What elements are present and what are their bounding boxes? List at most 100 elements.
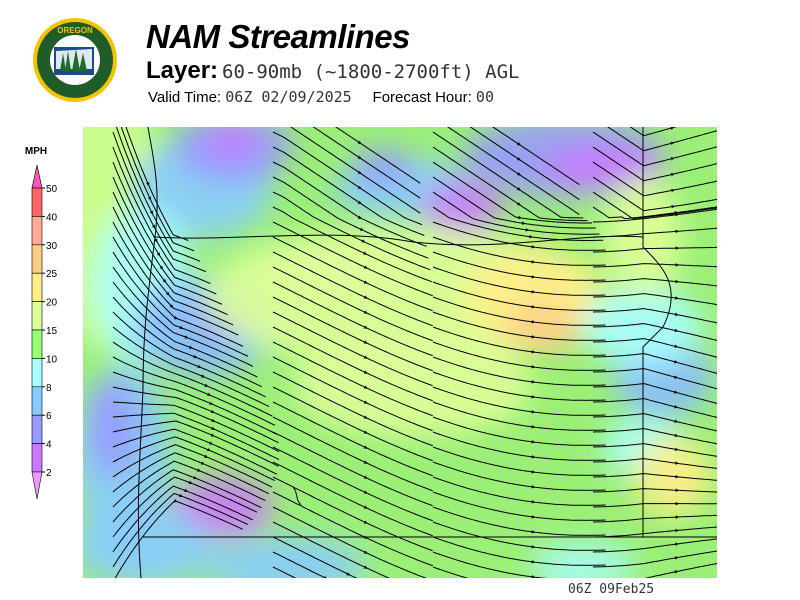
streamline — [432, 281, 606, 311]
streamline-arrow — [531, 470, 536, 474]
streamline-arrow — [201, 374, 206, 378]
streamline-arrow — [671, 204, 676, 209]
streamline — [272, 506, 427, 578]
legend-band — [31, 187, 43, 217]
streamline-arrow — [154, 238, 158, 243]
streamline-arrow — [674, 390, 678, 394]
streamline — [112, 221, 239, 336]
streamline — [272, 221, 433, 297]
streamline — [112, 176, 223, 305]
streamline — [432, 476, 606, 506]
streamline-arrow — [363, 460, 368, 464]
valid-time-value: 06Z 02/09/2025 — [225, 88, 352, 106]
legend-level-label: 2 — [46, 468, 52, 479]
streamline — [272, 446, 433, 522]
streamline-arrow — [531, 410, 536, 414]
streamline — [432, 566, 469, 578]
streamline — [112, 311, 266, 398]
streamline — [592, 263, 717, 268]
streamline — [432, 266, 606, 296]
streamline — [112, 326, 270, 408]
legend-below-arrow — [31, 471, 43, 500]
streamline — [112, 420, 279, 467]
streamline — [432, 386, 606, 416]
streamline-arrow — [363, 565, 368, 569]
legend-level-label: 30 — [46, 241, 58, 252]
streamline-arrow — [671, 188, 676, 193]
border-line — [137, 127, 158, 578]
streamline-arrow — [363, 370, 368, 374]
valid-time-info: Valid Time: 06Z 02/09/2025 Forecast Hour… — [148, 88, 494, 106]
streamline — [114, 500, 243, 578]
streamline-arrow — [518, 215, 522, 220]
streamline — [272, 461, 433, 537]
streamline-arrow — [193, 354, 198, 359]
streamline-arrow — [675, 296, 679, 300]
streamline — [644, 563, 717, 578]
streamline — [432, 311, 606, 341]
streamline — [432, 221, 606, 251]
legend-band — [31, 358, 43, 388]
page-title: NAM Streamlines — [146, 18, 410, 55]
streamline-arrow — [531, 335, 536, 339]
streamline-arrow — [156, 252, 161, 257]
streamline-arrow — [363, 355, 368, 359]
streamline — [432, 131, 584, 219]
streamline-arrow — [675, 461, 679, 465]
streamline — [432, 401, 606, 431]
streamline-arrow — [531, 485, 536, 489]
streamline — [447, 127, 580, 216]
streamline-arrow — [173, 499, 178, 503]
streamline-arrow — [531, 530, 536, 534]
border-line — [154, 234, 644, 246]
streamline-arrow — [363, 445, 368, 449]
streamline-arrow — [674, 433, 679, 438]
streamline — [592, 413, 717, 432]
legend-level-label: 6 — [46, 411, 52, 422]
streamline — [592, 443, 717, 457]
streamline-arrow — [179, 325, 184, 329]
streamline-arrow — [211, 426, 216, 430]
streamline — [272, 521, 390, 578]
streamline-arrow — [363, 265, 368, 269]
streamline-arrow — [675, 542, 679, 546]
streamline — [272, 551, 327, 578]
streamline — [469, 127, 580, 201]
streamline-arrow — [675, 246, 680, 250]
streamline — [432, 521, 606, 551]
streamline-arrow — [531, 320, 536, 324]
streamline-arrow — [363, 400, 368, 404]
streamline — [112, 386, 279, 444]
streamline — [272, 176, 429, 259]
streamline-arrow — [165, 291, 170, 296]
streamline-arrow — [363, 490, 368, 494]
streamline-arrow — [516, 202, 521, 206]
legend-band — [31, 244, 43, 274]
streamline-arrow — [147, 196, 152, 201]
streamline — [592, 338, 717, 358]
streamline-arrow — [209, 401, 214, 405]
streamline-arrow — [149, 210, 153, 215]
streamline-arrow — [674, 419, 679, 423]
layer-label: Layer: — [146, 57, 219, 84]
streamline-arrow — [531, 500, 536, 504]
streamline-arrow — [531, 395, 536, 399]
streamline-arrow — [159, 265, 164, 270]
border-line — [292, 486, 302, 506]
streamline-arrow — [363, 520, 368, 524]
streamline — [272, 281, 433, 357]
streamline-arrow — [174, 316, 179, 320]
streamline-arrow — [531, 245, 536, 249]
streamline — [592, 227, 717, 238]
svg-text:OREGON: OREGON — [57, 26, 93, 35]
streamline-arrow — [675, 213, 680, 217]
streamline — [432, 506, 606, 536]
streamline-arrow — [211, 418, 216, 422]
streamline-arrow — [184, 488, 189, 493]
streamline — [592, 398, 717, 418]
streamline — [112, 412, 280, 461]
streamline-arrow — [531, 275, 536, 279]
streamline — [592, 368, 717, 390]
streamline-arrow — [521, 221, 526, 225]
streamline — [592, 131, 717, 167]
